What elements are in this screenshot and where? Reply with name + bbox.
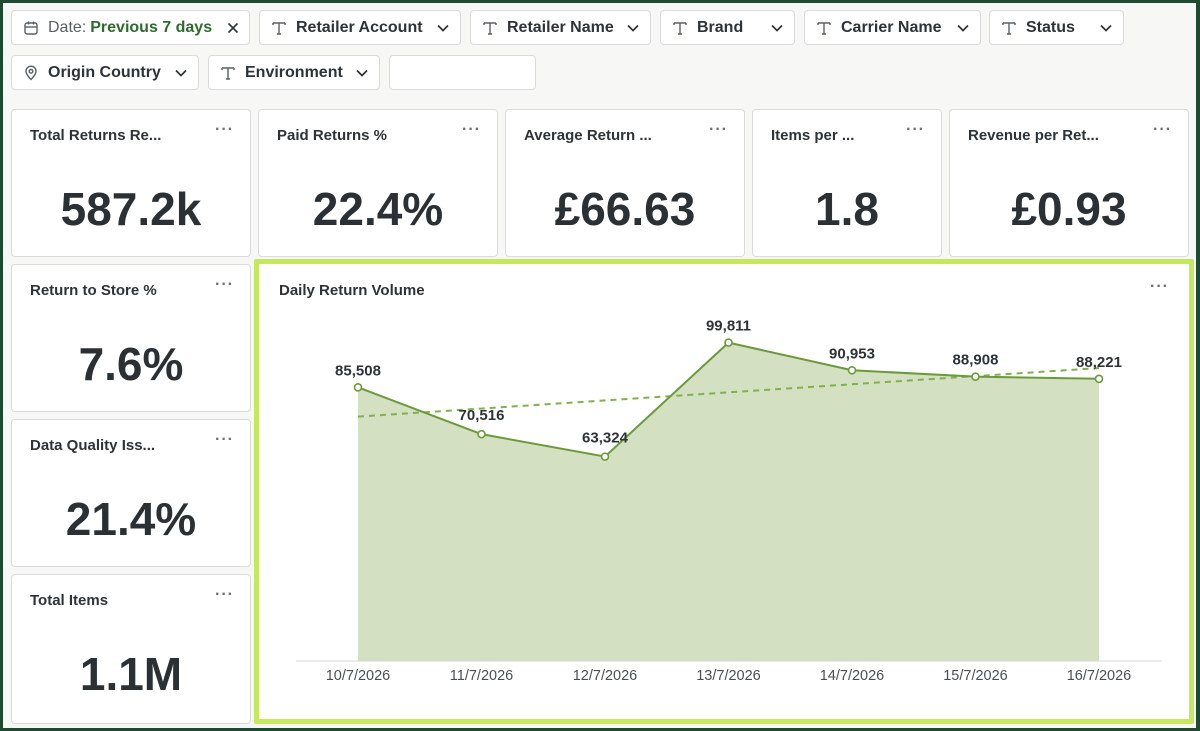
filter-label: Status	[1026, 18, 1075, 36]
metric-value: 1.8	[815, 183, 879, 235]
calendar-icon	[24, 21, 38, 35]
text-type-icon	[483, 21, 497, 35]
x-tick-label: 14/7/2026	[820, 668, 885, 684]
data-point[interactable]	[600, 452, 610, 461]
filter-label: Carrier Name	[841, 18, 942, 36]
metric-card-data-quality: Data Quality Iss... ··· 21.4%	[11, 419, 251, 567]
chevron-down-icon	[957, 24, 969, 32]
chevron-down-icon	[1100, 24, 1112, 32]
date-filter-value: Previous 7 days	[90, 18, 213, 36]
more-options-icon[interactable]: ···	[215, 431, 234, 448]
more-options-icon[interactable]: ···	[215, 276, 234, 293]
chevron-down-icon	[356, 69, 368, 77]
dashboard: Date: Previous 7 days Retailer Account R…	[3, 3, 1196, 728]
x-tick-label: 15/7/2026	[943, 668, 1008, 684]
origin-country-filter[interactable]: Origin Country	[11, 55, 199, 90]
filter-label: Origin Country	[48, 63, 161, 81]
filter-label: Brand	[697, 18, 744, 36]
chevron-down-icon	[437, 24, 449, 32]
chart-title: Daily Return Volume	[279, 282, 425, 299]
data-point[interactable]	[724, 338, 733, 347]
metric-title: Data Quality Iss...	[30, 437, 156, 454]
text-type-icon	[1002, 21, 1016, 35]
x-tick-label: 10/7/2026	[326, 668, 391, 684]
more-options-icon[interactable]: ···	[215, 586, 234, 603]
date-filter-prefix: Date:	[48, 18, 87, 36]
filter-label: Environment	[245, 63, 343, 81]
environment-filter[interactable]: Environment	[208, 55, 380, 90]
more-options-icon[interactable]: ···	[709, 121, 728, 138]
metric-card-total-items: Total Items ··· 1.1M	[11, 574, 251, 724]
data-label: 70,516	[459, 407, 505, 424]
data-label: 88,908	[953, 352, 999, 369]
metric-value: £66.63	[554, 183, 696, 235]
metric-card-items-per: Items per ... ··· 1.8	[752, 109, 942, 257]
metric-title: Paid Returns %	[277, 127, 388, 144]
metric-card-total-returns: Total Returns Re... ··· 587.2k	[11, 109, 251, 257]
location-pin-icon	[25, 65, 37, 80]
metric-title: Total Returns Re...	[30, 127, 162, 144]
metric-value: £0.93	[1011, 183, 1127, 235]
data-point[interactable]	[1094, 374, 1104, 384]
more-options-icon[interactable]: ···	[1150, 278, 1169, 295]
blank-filter-input[interactable]	[389, 55, 536, 90]
retailer-name-filter[interactable]: Retailer Name	[470, 10, 651, 45]
x-tick-label: 11/7/2026	[450, 668, 513, 684]
data-point[interactable]	[847, 365, 857, 375]
x-tick-label: 12/7/2026	[573, 668, 638, 684]
metric-value: 22.4%	[312, 183, 444, 235]
more-options-icon[interactable]: ···	[462, 121, 481, 138]
data-point[interactable]	[353, 382, 363, 392]
metric-card-average-return: Average Return ... ··· £66.63	[505, 109, 745, 257]
metric-value: 7.6%	[78, 338, 184, 390]
data-point[interactable]	[971, 372, 980, 381]
text-type-icon	[221, 66, 235, 80]
metric-card-paid-returns: Paid Returns % ··· 22.4%	[258, 109, 498, 257]
daily-return-volume-card[interactable]: Daily Return Volume ··· 85,508 70,516 63,3…	[254, 259, 1194, 724]
clear-icon[interactable]	[227, 22, 239, 34]
metric-title: Items per ...	[771, 127, 855, 144]
brand-filter[interactable]: Brand	[660, 10, 795, 45]
filter-label: Retailer Account	[296, 18, 423, 36]
data-point[interactable]	[477, 429, 486, 439]
chevron-down-icon	[771, 24, 783, 32]
metric-title: Average Return ...	[524, 127, 652, 144]
chevron-down-icon	[175, 69, 187, 77]
metric-title: Revenue per Ret...	[968, 127, 1099, 144]
metric-title: Return to Store %	[30, 282, 157, 299]
more-options-icon[interactable]: ···	[215, 121, 234, 138]
text-type-icon	[272, 21, 286, 35]
data-label: 90,953	[829, 345, 875, 362]
more-options-icon[interactable]: ···	[1153, 121, 1172, 138]
metric-title: Total Items	[30, 592, 109, 609]
text-type-icon	[817, 21, 831, 35]
data-label: 88,221	[1076, 354, 1122, 371]
x-tick-label: 13/7/2026	[696, 668, 761, 684]
data-label: 63,324	[582, 430, 629, 447]
area-fill	[358, 342, 1099, 661]
more-options-icon[interactable]: ···	[906, 121, 925, 138]
x-tick-label: 16/7/2026	[1067, 668, 1132, 684]
metric-value: 587.2k	[60, 183, 202, 235]
status-filter[interactable]: Status	[989, 10, 1124, 45]
daily-return-volume-chart: 85,508 70,516 63,324 99,811 90,953 88,908 88,2…	[296, 318, 1162, 684]
metric-value: 1.1M	[79, 648, 183, 700]
filter-label: Retailer Name	[507, 18, 614, 36]
data-label: 85,508	[335, 362, 381, 379]
chevron-down-icon	[627, 24, 639, 32]
date-filter[interactable]: Date: Previous 7 days	[11, 10, 250, 45]
carrier-name-filter[interactable]: Carrier Name	[804, 10, 981, 45]
metric-card-revenue-per: Revenue per Ret... ··· £0.93	[949, 109, 1189, 257]
metric-card-return-to-store: Return to Store % ··· 7.6%	[11, 264, 251, 412]
text-type-icon	[673, 21, 687, 35]
data-label: 99,811	[706, 318, 751, 335]
retailer-account-filter[interactable]: Retailer Account	[259, 10, 461, 45]
metric-value: 21.4%	[65, 493, 197, 545]
